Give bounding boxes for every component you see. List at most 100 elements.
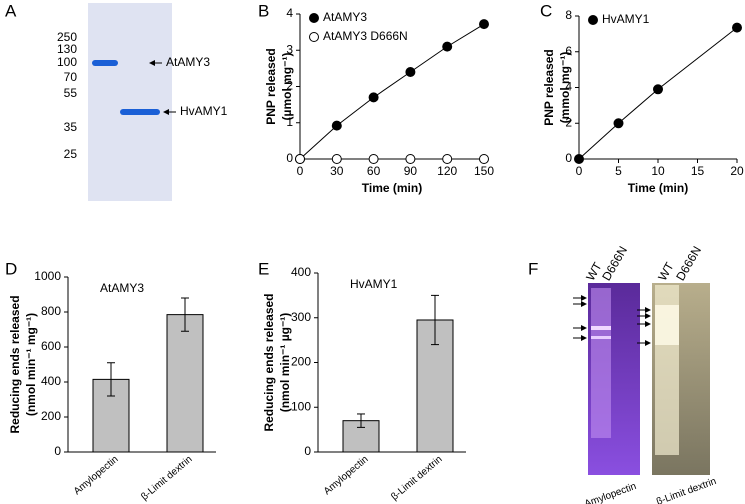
legend-label: HvAMY1 xyxy=(602,12,650,26)
y-tick-label: 0 xyxy=(304,444,311,458)
legend-marker xyxy=(588,15,598,25)
point xyxy=(405,67,416,77)
y-tick-label: 2 xyxy=(286,79,293,93)
y-tick-label: 3 xyxy=(286,42,293,56)
x-tick-label: 20 xyxy=(730,164,744,178)
band xyxy=(591,326,611,330)
y-tick-label: 100 xyxy=(291,399,311,413)
y-tick-label: 400 xyxy=(291,265,311,279)
y-tick-label: 800 xyxy=(41,304,61,318)
marker-label: 250 xyxy=(57,30,77,44)
point xyxy=(405,154,416,164)
y-tick-label: 400 xyxy=(41,374,61,388)
marker-label: 70 xyxy=(64,70,78,84)
panel-label: C xyxy=(540,1,552,20)
band xyxy=(120,109,160,115)
y-tick-label: 300 xyxy=(291,310,311,324)
band xyxy=(591,336,611,339)
series-line xyxy=(299,23,485,160)
marker-label: 25 xyxy=(64,147,78,161)
annotation: AtAMY3 xyxy=(100,281,144,295)
y-tick-label: 0 xyxy=(54,444,61,458)
legend-marker xyxy=(309,13,319,23)
point xyxy=(331,154,342,164)
point xyxy=(479,19,489,30)
y-tick-label: 4 xyxy=(565,80,572,94)
y-tick-label: 2 xyxy=(565,115,572,129)
x-tick-label: 10 xyxy=(651,164,665,178)
y-axis-label: (nmol min⁻¹ µg⁻¹) xyxy=(278,313,292,413)
smear xyxy=(655,305,679,345)
x-tick-label: β-Limit dextrin xyxy=(389,454,444,503)
y-tick-label: 600 xyxy=(41,339,61,353)
y-axis-label: Reducing ends released xyxy=(262,293,276,431)
point xyxy=(653,84,663,95)
panel-label: A xyxy=(5,1,17,20)
band-label: AtAMY3 xyxy=(166,55,210,69)
y-tick-label: 0 xyxy=(286,151,293,165)
x-axis-label: Time (min) xyxy=(362,181,422,195)
y-tick-label: 200 xyxy=(41,409,61,423)
x-tick-label: Amylopectin xyxy=(322,454,371,497)
lane-label: D666N xyxy=(673,244,704,283)
marker-label: 130 xyxy=(57,42,77,56)
y-tick-label: 1 xyxy=(286,115,293,129)
y-axis-label: Reducing ends released xyxy=(8,295,22,433)
x-tick-label: 5 xyxy=(615,164,622,178)
marker-label: 100 xyxy=(57,55,77,69)
x-tick-label: 60 xyxy=(367,164,381,178)
band-label: HvAMY1 xyxy=(180,104,228,118)
caption: Amylopectin xyxy=(583,481,638,504)
annotation: HvAMY1 xyxy=(350,277,398,291)
y-tick-label: 0 xyxy=(565,151,572,165)
y-tick-label: 200 xyxy=(291,355,311,369)
point xyxy=(331,120,342,131)
point xyxy=(442,41,453,52)
y-tick-label: 8 xyxy=(565,8,572,22)
point xyxy=(613,118,624,129)
panel-label: E xyxy=(258,259,269,278)
marker-label: 55 xyxy=(64,86,78,100)
gel-a xyxy=(88,3,172,201)
point xyxy=(368,92,379,103)
x-tick-label: 120 xyxy=(437,164,457,178)
legend-marker xyxy=(309,32,319,42)
y-axis-label: (nmol min⁻¹ mg⁻¹) xyxy=(24,313,38,416)
lane-label: WT xyxy=(655,259,677,283)
y-tick-label: 1000 xyxy=(34,269,61,283)
x-tick-label: 150 xyxy=(474,164,494,178)
marker-label: 35 xyxy=(64,120,78,134)
panel-label: F xyxy=(528,259,538,278)
x-tick-label: 0 xyxy=(297,164,304,178)
x-tick-label: 30 xyxy=(330,164,344,178)
x-axis-label: Time (min) xyxy=(628,181,688,195)
series-line xyxy=(578,27,738,160)
point xyxy=(479,154,489,164)
arrows xyxy=(573,295,651,346)
point xyxy=(368,154,379,164)
y-axis-label: (µmol mg⁻¹) xyxy=(280,53,294,121)
x-tick-label: 0 xyxy=(576,164,583,178)
point xyxy=(574,154,584,164)
x-tick-label: 90 xyxy=(404,164,418,178)
x-tick-label: Amylopectin xyxy=(72,454,121,497)
y-tick-label: 4 xyxy=(286,6,293,20)
bar xyxy=(166,314,204,453)
legend-label: AtAMY3 D666N xyxy=(323,29,408,43)
lane-label: D666N xyxy=(599,244,630,283)
y-axis-label: PNP released xyxy=(264,48,278,125)
y-axis-label: PNP released xyxy=(542,49,556,126)
point xyxy=(442,154,453,164)
smear xyxy=(591,288,611,438)
x-tick-label: 15 xyxy=(691,164,705,178)
band xyxy=(92,60,118,66)
y-tick-label: 6 xyxy=(565,44,572,58)
point xyxy=(295,154,305,164)
panel-label: B xyxy=(258,1,269,20)
legend-label: AtAMY3 xyxy=(323,10,367,24)
point xyxy=(732,22,742,33)
panel-label: D xyxy=(5,259,17,278)
caption: β-Limit dextrin xyxy=(655,476,718,504)
y-axis-label: (mmol mg⁻¹) xyxy=(558,52,572,124)
